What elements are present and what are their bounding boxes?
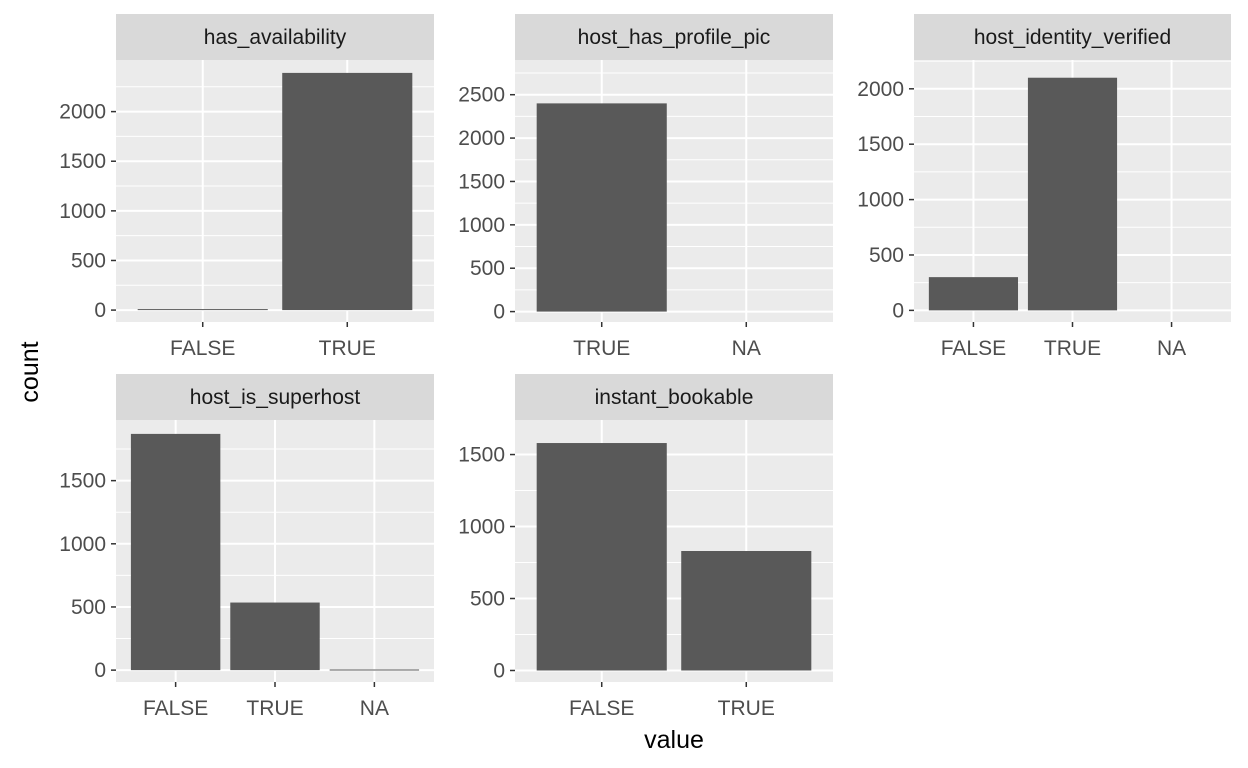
facet-strip	[116, 374, 434, 420]
y-tick-label: 2000	[857, 78, 904, 101]
x-tick-label: TRUE	[319, 337, 376, 360]
y-tick-label: 500	[71, 596, 106, 619]
y-tick-label: 1000	[458, 214, 505, 237]
y-axis-title: count	[16, 341, 44, 402]
facet-strip	[914, 14, 1231, 60]
facet-strip	[515, 14, 833, 60]
x-axis-title: value	[644, 726, 704, 754]
x-tick-label: NA	[1157, 337, 1186, 360]
facet-title: host_has_profile_pic	[578, 26, 771, 49]
facet-title: has_availability	[204, 26, 347, 49]
facet-panel: instant_bookable 0 500 1000 1500 FALSE TRUE	[458, 374, 833, 720]
y-tick-label: 2000	[458, 127, 505, 150]
x-tick-label: FALSE	[941, 337, 1006, 360]
y-tick-label: 0	[94, 299, 106, 322]
x-tick-label: FALSE	[143, 697, 208, 720]
facet-strip	[116, 14, 434, 60]
y-tick-label: 500	[470, 588, 505, 611]
y-tick-label: 1500	[59, 470, 106, 493]
facet-title: host_is_superhost	[190, 386, 361, 409]
y-tick-label: 500	[470, 257, 505, 280]
y-tick-label: 0	[493, 659, 505, 682]
y-tick-label: 2000	[59, 101, 106, 124]
facet-panel: host_has_profile_pic 0 500 1000 1500 2000 2500…	[458, 14, 833, 360]
x-tick-label: NA	[732, 337, 761, 360]
facet-title: instant_bookable	[595, 386, 754, 409]
y-tick-label: 2500	[458, 84, 505, 107]
bar	[536, 443, 667, 671]
bar	[130, 433, 221, 671]
bar	[681, 551, 812, 671]
x-tick-label: TRUE	[246, 697, 303, 720]
y-tick-label: 1000	[59, 200, 106, 223]
y-tick-label: 500	[71, 249, 106, 272]
y-tick-label: 1000	[458, 516, 505, 539]
x-tick-label: TRUE	[573, 337, 630, 360]
x-tick-label: FALSE	[569, 697, 634, 720]
facet-strip	[515, 374, 833, 420]
x-tick-label: FALSE	[170, 337, 235, 360]
x-tick-label: NA	[360, 697, 389, 720]
y-tick-label: 0	[892, 299, 904, 322]
y-tick-label: 1500	[857, 133, 904, 156]
y-tick-label: 1000	[59, 533, 106, 556]
y-tick-label: 1000	[857, 189, 904, 212]
bar	[928, 277, 1019, 311]
bar	[282, 72, 413, 311]
bar	[137, 309, 268, 311]
y-tick-label: 1500	[458, 444, 505, 467]
bar	[1027, 77, 1118, 311]
y-tick-label: 0	[493, 301, 505, 324]
facet-panel: host_identity_verified 0 500 1000 1500 2000 FA…	[857, 14, 1231, 360]
x-tick-label: TRUE	[1044, 337, 1101, 360]
y-tick-label: 500	[869, 244, 904, 267]
facet-title: host_identity_verified	[974, 26, 1171, 49]
bar	[536, 103, 667, 312]
y-tick-label: 0	[94, 659, 106, 682]
bar	[230, 602, 320, 671]
facet-panel: has_availability 0 500 1000 1500 2000 FALSE TRU…	[59, 14, 434, 360]
bar	[329, 669, 420, 671]
facet-panel: host_is_superhost 0 500 1000 1500 FALSE TRUE NA	[59, 374, 434, 720]
y-tick-label: 1500	[458, 170, 505, 193]
y-tick-label: 1500	[59, 150, 106, 173]
x-tick-label: TRUE	[718, 697, 775, 720]
